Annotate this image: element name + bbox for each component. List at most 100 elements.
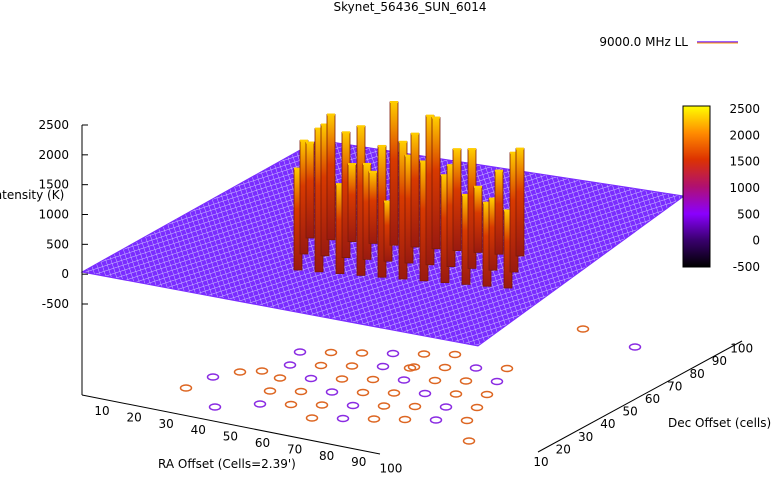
- contour-ring: [470, 403, 484, 412]
- contour-ring: [469, 364, 483, 372]
- contour-ring: [284, 400, 298, 409]
- surface-peak: [515, 148, 525, 257]
- colorbar-tick-label: 2500: [729, 102, 760, 116]
- x-tick-labels: 10 20 30 40 50 60 70 80 90 100: [94, 404, 402, 476]
- contour-ring: [377, 402, 391, 410]
- contour-ring: [345, 362, 359, 370]
- colorbar-tick-label: 1500: [729, 155, 760, 169]
- z-tick-label: 0: [61, 267, 69, 281]
- contour-ring: [403, 364, 417, 372]
- contour-ring: [460, 416, 474, 425]
- z-tick-label: 1500: [38, 178, 69, 192]
- contour-ring: [439, 403, 453, 411]
- contour-ring: [576, 325, 590, 333]
- y-axis-label: Dec Offset (cells): [668, 416, 771, 430]
- y-tick-label: 20: [556, 442, 571, 456]
- x-tick-label: 50: [223, 430, 238, 444]
- z-tick-label: 2500: [38, 118, 69, 132]
- contour-ring: [314, 361, 328, 370]
- surface-peak: [410, 133, 420, 248]
- x-tick-label: 100: [379, 462, 402, 476]
- chart-title: Skynet_56436_SUN_6014: [333, 0, 486, 14]
- colorbar-tick-label: 500: [737, 207, 760, 221]
- contour-ring: [253, 400, 267, 408]
- surface-peak: [368, 171, 378, 244]
- z-tick-label: 2000: [38, 148, 69, 162]
- contour-ring: [325, 388, 339, 396]
- contour-ring: [263, 387, 277, 395]
- y-tick-label: 50: [623, 405, 638, 419]
- contour-ring: [428, 376, 442, 385]
- y-tick-label: 60: [645, 392, 660, 406]
- colorbar-tick-label: 0: [752, 234, 760, 248]
- contour-ring: [304, 374, 318, 383]
- base-contours: [179, 325, 642, 445]
- contour-ring: [448, 350, 462, 359]
- contour-ring: [356, 388, 370, 397]
- x-tick-label: 80: [319, 449, 334, 463]
- z-tick-label: 1000: [38, 208, 69, 222]
- contour-ring: [480, 390, 494, 399]
- contour-ring: [429, 416, 443, 424]
- x-tick-label: 90: [351, 455, 366, 469]
- z-tick-label: -500: [42, 297, 69, 311]
- contour-ring: [355, 349, 369, 357]
- contour-ring: [376, 362, 390, 371]
- contour-ring: [324, 348, 338, 357]
- contour-ring: [233, 368, 247, 376]
- y-tick-label: 90: [712, 354, 727, 368]
- contour-ring: [628, 343, 642, 351]
- colorbar-labels: 2500 2000 1500 1000 500 0 -500: [729, 102, 760, 274]
- x-tick-label: 20: [126, 410, 141, 424]
- contour-ring: [386, 349, 400, 358]
- contour-ring: [459, 377, 473, 385]
- contour-ring: [438, 363, 452, 372]
- surface-peak: [452, 148, 462, 252]
- z-axis-label: Intensity (K): [0, 188, 64, 202]
- contour-ring: [500, 364, 514, 373]
- surface-peak: [326, 114, 336, 241]
- y-tick-label: 10: [533, 455, 548, 469]
- x-tick-label: 70: [287, 442, 302, 456]
- contour-ring: [294, 387, 308, 396]
- x-tick-label: 40: [191, 423, 206, 437]
- contour-ring: [206, 373, 220, 381]
- contour-ring: [366, 375, 380, 384]
- y-tick-label: 80: [689, 367, 704, 381]
- surface-peak: [494, 170, 504, 255]
- contour-ring: [293, 348, 307, 356]
- y-tick-label: 100: [730, 342, 753, 356]
- contour-ring: [490, 377, 504, 386]
- contour-ring: [255, 367, 269, 375]
- contour-ring: [283, 361, 297, 369]
- contour-ring: [315, 401, 329, 409]
- contour-ring: [335, 375, 349, 383]
- contour-ring: [387, 389, 401, 397]
- surface-peak: [347, 163, 357, 243]
- surface-peak: [389, 101, 399, 246]
- contour-ring: [449, 390, 463, 398]
- surface-peak: [431, 117, 441, 250]
- contour-ring: [273, 374, 287, 382]
- z-tick-labels: 2500 2000 1500 1000 500 0 -500: [38, 118, 69, 311]
- x-tick-label: 60: [255, 436, 270, 450]
- y-tick-label: 70: [667, 379, 682, 393]
- x-axis-label: RA Offset (Cells=2.39'): [158, 457, 296, 471]
- surface-peak: [305, 142, 315, 239]
- legend-label: 9000.0 MHz LL: [599, 35, 688, 49]
- z-tick-label: 500: [46, 237, 69, 251]
- contour-ring: [398, 415, 412, 424]
- contour-ring: [418, 389, 432, 398]
- y-tick-label: 30: [578, 430, 593, 444]
- contour-ring: [208, 403, 222, 411]
- contour-ring: [179, 384, 193, 392]
- colorbar-tick-label: -500: [733, 260, 760, 274]
- x-tick-label: 30: [159, 417, 174, 431]
- y-tick-label: 40: [600, 417, 615, 431]
- contour-ring: [346, 401, 360, 410]
- contour-ring: [305, 414, 319, 422]
- contour-ring: [417, 350, 431, 358]
- colorbar: [682, 105, 711, 268]
